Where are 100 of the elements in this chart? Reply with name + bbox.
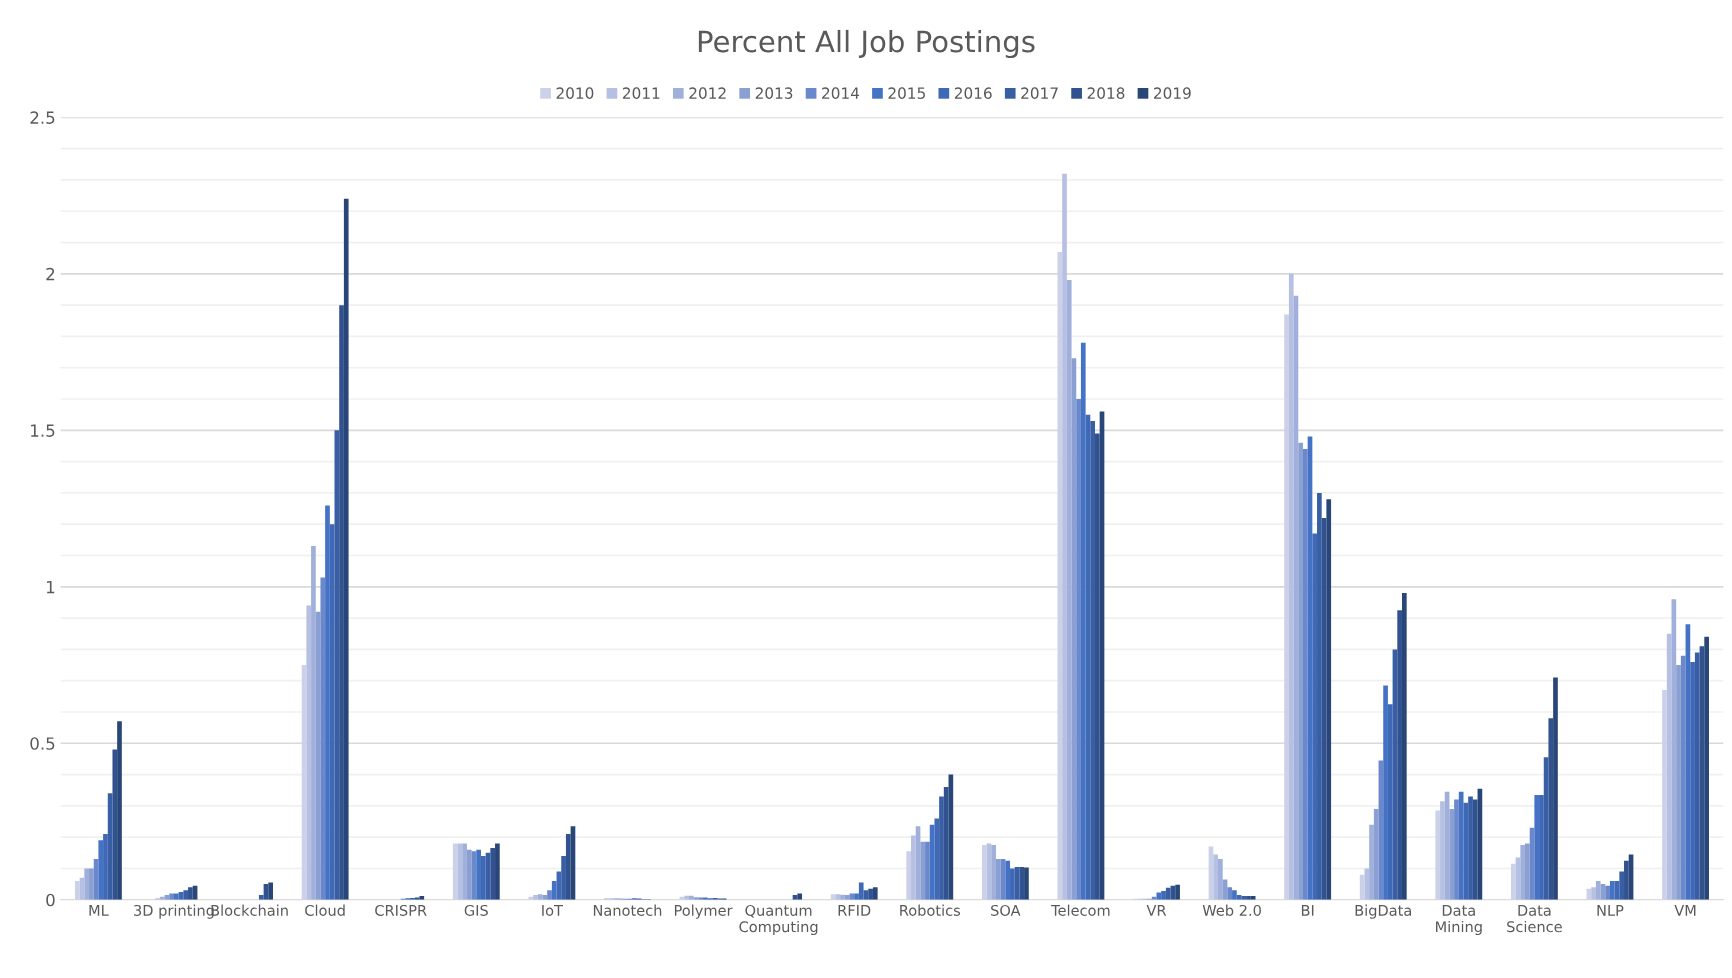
bar <box>943 787 949 900</box>
bar <box>1624 860 1629 900</box>
bar <box>74 880 80 900</box>
bar <box>1387 704 1393 900</box>
bar <box>1591 887 1596 900</box>
bar <box>462 843 467 900</box>
x-tick-label: Quantum Computing <box>739 904 818 936</box>
bar <box>466 849 472 900</box>
bar <box>1676 665 1681 900</box>
chart-title: Percent All Job Postings <box>698 29 1035 59</box>
bar <box>911 835 916 900</box>
legend-label: 2018 <box>1087 87 1125 99</box>
x-tick-label: SOA <box>991 904 1021 916</box>
bar <box>1680 655 1686 900</box>
y-tick-label: 0.5 <box>30 737 55 750</box>
bar <box>258 895 264 900</box>
bar <box>1364 868 1370 900</box>
bar <box>939 796 944 900</box>
bar <box>1080 342 1086 900</box>
bar <box>1671 599 1677 900</box>
bar <box>872 887 878 900</box>
bar <box>1057 251 1063 900</box>
bar <box>103 834 108 900</box>
bar <box>934 818 940 900</box>
bar <box>1066 280 1072 900</box>
bar <box>1373 809 1379 900</box>
bar <box>1213 854 1219 900</box>
bar <box>533 895 538 900</box>
bar <box>1520 844 1526 900</box>
bar <box>1454 799 1459 900</box>
bar <box>1704 636 1709 900</box>
bar <box>311 546 316 900</box>
bar <box>565 834 571 900</box>
y-tick-label: 2 <box>46 267 55 281</box>
bar <box>1288 273 1294 900</box>
bar <box>1553 677 1558 900</box>
x-tick-label: BI <box>1301 905 1314 916</box>
bar <box>343 198 349 900</box>
bar <box>906 851 912 900</box>
bar <box>1284 314 1289 900</box>
x-tick-label: VM <box>1674 905 1696 916</box>
bar <box>1165 887 1171 900</box>
x-tick-label: Polymer <box>674 904 733 919</box>
bar <box>1401 593 1407 900</box>
bar <box>1449 809 1455 900</box>
legend-label: 2013 <box>755 87 793 99</box>
bar <box>835 894 841 900</box>
y-tick-label: 0 <box>46 893 55 907</box>
bar <box>480 855 486 900</box>
bar <box>84 868 90 900</box>
bar <box>868 888 873 900</box>
bar <box>925 841 930 900</box>
x-tick-label: Telecom <box>1051 904 1110 916</box>
x-tick-label: RFID <box>838 905 871 916</box>
bar <box>1076 399 1081 900</box>
bar <box>117 721 122 900</box>
bar <box>476 849 481 900</box>
bar <box>551 880 557 900</box>
bar <box>844 895 850 900</box>
x-tick-label: GIS <box>464 904 488 916</box>
legend-label: 2017 <box>1021 87 1058 99</box>
bar <box>1605 885 1610 900</box>
bar <box>1161 891 1166 900</box>
bar <box>325 505 330 900</box>
bar <box>1369 824 1374 900</box>
x-tick-label: Cloud <box>305 904 345 916</box>
bar <box>452 843 458 900</box>
bar <box>495 843 500 900</box>
bar <box>1232 890 1237 900</box>
x-tick-label: Robotics <box>900 904 961 916</box>
bar <box>320 577 326 900</box>
bar <box>1548 718 1554 900</box>
bar <box>98 840 104 900</box>
bar <box>490 848 496 900</box>
x-tick-label: BigData <box>1355 904 1411 919</box>
bar <box>1534 794 1540 900</box>
bar <box>268 882 273 900</box>
x-tick-label: Data Mining <box>1436 905 1482 936</box>
x-tick-label: Web 2.0 <box>1202 904 1261 916</box>
x-tick-label: VR <box>1146 905 1167 916</box>
legend-label: 2010 <box>556 87 594 99</box>
bar <box>858 882 864 900</box>
bar <box>329 524 335 900</box>
legend-label: 2012 <box>689 87 726 99</box>
bar <box>1175 884 1180 900</box>
bar <box>89 868 94 900</box>
bar <box>547 890 552 900</box>
bar <box>1472 799 1478 900</box>
bar <box>339 305 344 900</box>
bar <box>1383 685 1388 900</box>
x-tick-label: NLP <box>1597 905 1624 916</box>
bar <box>1690 661 1695 900</box>
x-tick-label: Nanotech <box>593 904 662 916</box>
bar <box>1312 533 1318 900</box>
bar <box>920 841 926 900</box>
bar <box>1094 433 1100 900</box>
bar <box>1525 843 1530 900</box>
bar <box>1005 860 1011 900</box>
bar <box>991 844 996 900</box>
bar <box>1609 880 1615 900</box>
